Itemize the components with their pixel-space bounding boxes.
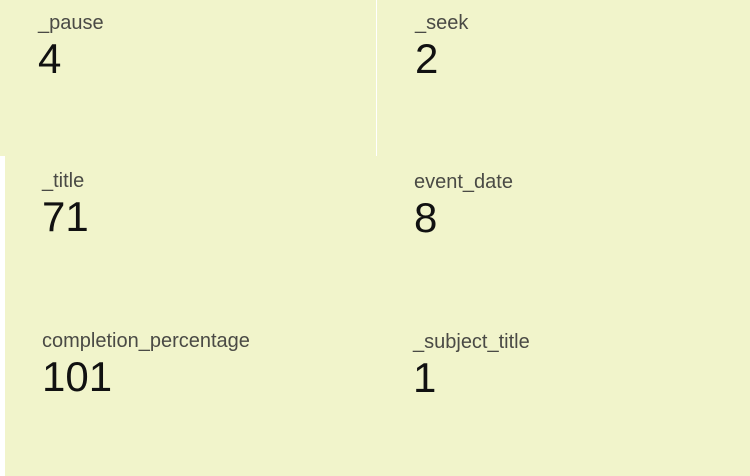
metric-subject-title: _subject_title 1 (413, 331, 530, 400)
metric-label-title: _title (42, 170, 85, 192)
metric-card-pause: _pause 4 (0, 0, 376, 156)
metric-value-event-date: 8 (414, 194, 438, 241)
metric-value-pause: 4 (38, 35, 62, 82)
metric-value-subject-title: 1 (413, 354, 437, 401)
metric-value-seek: 2 (415, 35, 439, 82)
metric-label-event-date: event_date (414, 171, 513, 193)
metric-card-seek: _seek 2 (377, 0, 750, 156)
metric-value-title: 71 (42, 193, 89, 240)
metric-title: _title 71 (42, 170, 89, 239)
metric-seek: _seek 2 (415, 12, 468, 81)
metric-label-pause: _pause (38, 12, 104, 34)
metric-pause: _pause 4 (38, 12, 104, 81)
metric-label-seek: _seek (415, 12, 469, 34)
metric-label-subject-title: _subject_title (413, 331, 530, 353)
metric-label-completion-percentage: completion_percentage (42, 330, 250, 352)
metrics-panel: _title 71 event_date 8 completion_percen… (5, 156, 750, 476)
metric-value-completion-percentage: 101 (42, 353, 113, 400)
metric-event-date: event_date 8 (414, 171, 513, 240)
metric-completion-percentage: completion_percentage 101 (42, 330, 250, 399)
